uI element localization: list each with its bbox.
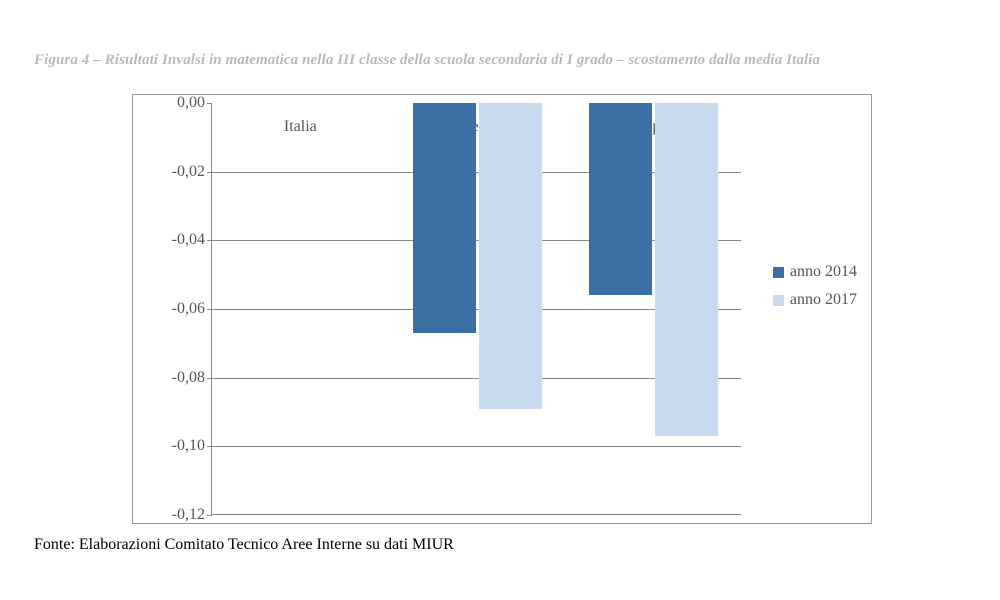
y-tick-label: -0,08 xyxy=(145,369,205,387)
y-tickmark xyxy=(207,378,212,379)
y-tickmark xyxy=(207,309,212,310)
bar xyxy=(655,103,718,436)
legend: anno 2014 anno 2017 xyxy=(773,263,857,319)
figure-caption: Figura 4 – Risultati Invalsi in matemati… xyxy=(34,52,820,69)
legend-item: anno 2017 xyxy=(773,291,857,309)
legend-label: anno 2017 xyxy=(790,291,857,309)
plot-area: ItaliaItalia Aree Interne72 aree progett… xyxy=(211,103,741,515)
source-note: Fonte: Elaborazioni Comitato Tecnico Are… xyxy=(34,536,454,554)
y-tickmark xyxy=(207,446,212,447)
y-tick-label: -0,10 xyxy=(145,437,205,455)
category-label: Italia xyxy=(284,118,317,136)
y-tickmark xyxy=(207,515,212,516)
y-tickmark xyxy=(207,103,212,104)
bar xyxy=(589,103,652,295)
legend-swatch xyxy=(773,295,784,306)
bar xyxy=(413,103,476,333)
legend-item: anno 2014 xyxy=(773,263,857,281)
chart-container: ItaliaItalia Aree Interne72 aree progett… xyxy=(132,94,872,524)
legend-label: anno 2014 xyxy=(790,263,857,281)
y-tick-label: -0,06 xyxy=(145,300,205,318)
y-tickmark xyxy=(207,240,212,241)
y-tick-label: -0,04 xyxy=(145,231,205,249)
y-tickmark xyxy=(207,172,212,173)
bar xyxy=(479,103,542,409)
gridline xyxy=(212,446,741,447)
y-tick-label: 0,00 xyxy=(145,94,205,112)
y-tick-label: -0,12 xyxy=(145,506,205,524)
legend-swatch xyxy=(773,267,784,278)
y-tick-label: -0,02 xyxy=(145,163,205,181)
